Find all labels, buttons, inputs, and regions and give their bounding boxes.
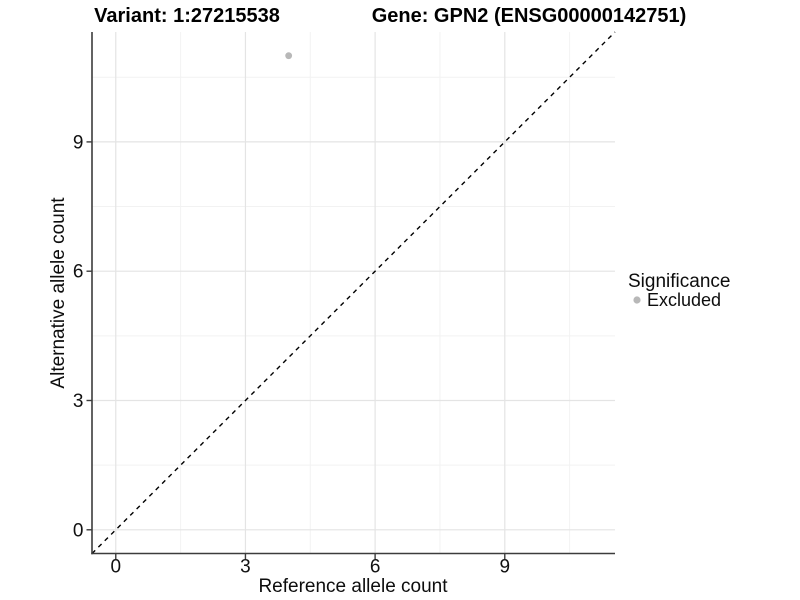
y-tick-label: 3 <box>73 391 84 412</box>
y-tick-label: 6 <box>73 262 84 283</box>
tick-marks <box>86 141 506 559</box>
tick-labels: 0 3 6 9 0 3 6 9 <box>73 132 510 577</box>
x-axis-title: Reference allele count <box>258 576 448 597</box>
x-tick-label: 0 <box>110 557 121 578</box>
legend-title: Significance <box>628 271 730 292</box>
identity-line <box>91 31 616 554</box>
y-axis-title: Alternative allele count <box>48 197 69 389</box>
reference-line-layer <box>91 31 616 554</box>
x-tick-label: 3 <box>240 557 251 578</box>
axis-lines <box>91 32 615 555</box>
x-tick-label: 9 <box>499 557 510 578</box>
legend-item-excluded: Excluded <box>647 290 721 310</box>
minor-gridlines <box>92 32 615 554</box>
y-tick-label: 9 <box>73 132 84 153</box>
legend: Significance Excluded <box>628 271 730 310</box>
data-points-layer <box>285 52 293 60</box>
plot-title-gene: Gene: GPN2 (ENSG00000142751) <box>372 5 687 27</box>
legend-key-point-icon <box>633 296 641 304</box>
data-point <box>285 52 293 60</box>
y-tick-label: 0 <box>73 520 84 541</box>
major-gridlines <box>92 32 615 554</box>
plot-title-variant: Variant: 1:27215538 <box>94 5 280 27</box>
x-tick-label: 6 <box>370 557 381 578</box>
